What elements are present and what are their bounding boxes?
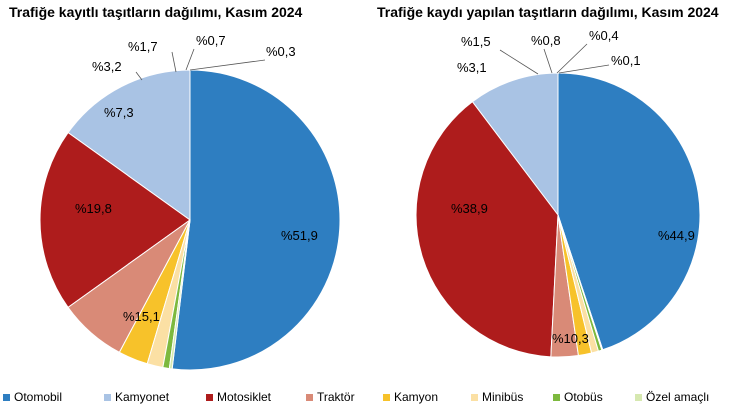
data-label-1-3: %3,1 bbox=[457, 60, 487, 75]
leader-line-1-7 bbox=[558, 64, 610, 74]
pie-slice-0-2 bbox=[39, 131, 191, 309]
leader-line-0-6 bbox=[185, 48, 195, 71]
data-label-1-2: %38,9 bbox=[451, 201, 488, 216]
legend-swatch bbox=[635, 393, 642, 401]
leader-line-1-4 bbox=[499, 49, 539, 75]
legend: Otomobil Kamyonet Motosiklet Traktör Kamyon M… bbox=[0, 390, 750, 410]
legend-item-1: Kamyonet bbox=[104, 390, 169, 404]
legend-label: Minibüs bbox=[482, 390, 524, 404]
leader-line-1-6 bbox=[556, 43, 588, 74]
data-label-1-5: %0,8 bbox=[531, 33, 561, 48]
legend-label: Traktör bbox=[317, 390, 355, 404]
data-label-1-6: %0,4 bbox=[589, 28, 619, 43]
data-label-0-4: %3,2 bbox=[92, 59, 122, 74]
pie-slice-0-7 bbox=[168, 219, 191, 370]
legend-item-3: Traktör bbox=[306, 390, 355, 404]
legend-swatch bbox=[306, 393, 313, 401]
legend-label: Kamyon bbox=[394, 390, 439, 404]
data-label-1-7: %0,1 bbox=[611, 53, 641, 68]
pie-slice-0-1 bbox=[67, 69, 191, 221]
pie-slice-1-0 bbox=[557, 72, 701, 351]
legend-swatch bbox=[206, 393, 213, 401]
legend-swatch bbox=[553, 393, 560, 401]
legend-label: Otobüs bbox=[564, 390, 603, 404]
data-label-0-5: %1,7 bbox=[128, 39, 158, 54]
legend-item-6: Otobüs bbox=[553, 390, 603, 404]
leader-line-0-7 bbox=[189, 59, 266, 71]
legend-item-0: Otomobil bbox=[3, 390, 62, 404]
legend-item-2: Motosiklet bbox=[206, 390, 271, 404]
data-label-0-7: %0,3 bbox=[266, 44, 296, 59]
legend-label: Kamyonet bbox=[115, 390, 170, 404]
data-label-0-1: %15,1 bbox=[123, 309, 160, 324]
data-label-0-2: %19,8 bbox=[75, 201, 112, 216]
leader-line-0-5 bbox=[171, 51, 177, 73]
pie-slice-1-2 bbox=[415, 101, 559, 358]
data-label-1-4: %1,5 bbox=[461, 34, 491, 49]
data-label-1-0: %44,9 bbox=[658, 228, 695, 243]
leader-line-0-4 bbox=[135, 71, 143, 81]
data-label-0-3: %7,3 bbox=[104, 105, 134, 120]
data-label-1-1: %10,3 bbox=[552, 331, 589, 346]
chart-title-right: Trafiğe kaydı yapılan taşıtların dağılım… bbox=[377, 4, 719, 20]
data-label-0-0: %51,9 bbox=[281, 228, 318, 243]
chart-title-left: Trafiğe kayıtlı taşıtların dağılımı, Kas… bbox=[9, 4, 303, 20]
legend-swatch bbox=[3, 393, 10, 401]
data-label-0-6: %0,7 bbox=[196, 33, 226, 48]
legend-label: Özel amaçlı bbox=[646, 390, 710, 404]
legend-label: Otomobil bbox=[14, 390, 63, 404]
pie-slice-0-0 bbox=[171, 69, 341, 371]
legend-swatch bbox=[471, 393, 478, 401]
legend-item-5: Minibüs bbox=[471, 390, 523, 404]
legend-swatch bbox=[383, 393, 390, 401]
pie-slice-1-1 bbox=[471, 72, 559, 217]
pie-slice-1-7 bbox=[557, 214, 604, 351]
leader-line-1-5 bbox=[543, 48, 553, 74]
legend-swatch bbox=[104, 393, 111, 401]
legend-item-4: Kamyon bbox=[383, 390, 438, 404]
pie-charts: %51,9 %15,1 %19,8 %7,3 %3,2 %1,7 %0,7 %0,3 %44,9… bbox=[39, 28, 701, 371]
legend-label: Motosiklet bbox=[217, 390, 272, 404]
legend-item-7: Özel amaçlı bbox=[635, 390, 709, 404]
